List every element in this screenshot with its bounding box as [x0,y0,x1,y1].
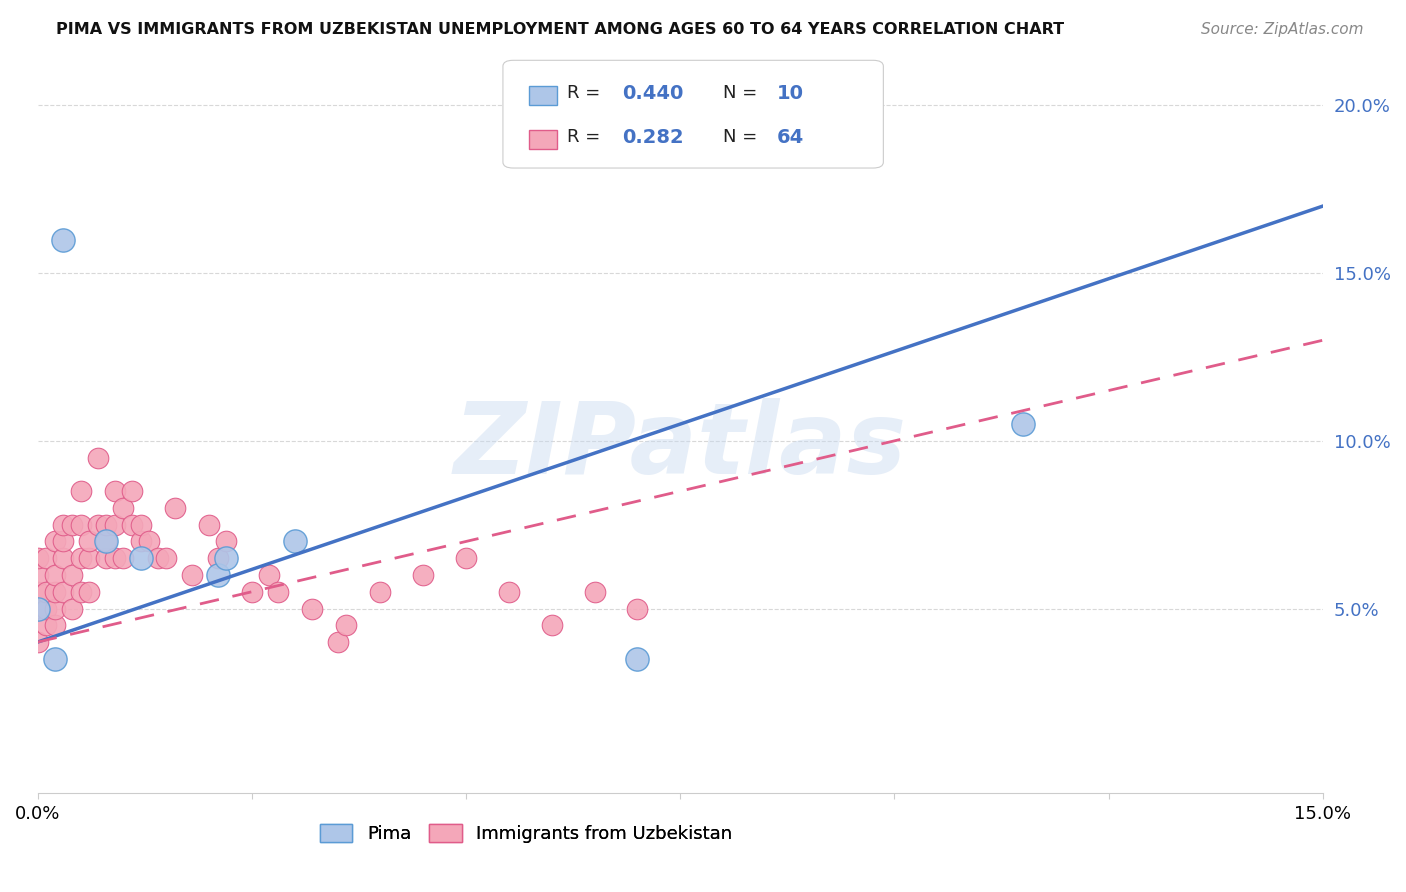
Point [301,601,323,615]
Point [104,517,127,532]
Text: N =: N = [723,84,762,103]
Point [77,584,100,599]
Point [540,618,562,632]
Point [112,551,135,566]
FancyBboxPatch shape [529,86,557,105]
Point [27,635,49,649]
Text: Source: ZipAtlas.com: Source: ZipAtlas.com [1201,22,1364,37]
Point [163,500,186,515]
Point [77,551,100,566]
Point [96,534,118,549]
Point [44,584,66,599]
Point [69,551,91,566]
Point [240,584,263,599]
Point [69,584,91,599]
Point [44,568,66,582]
Point [257,568,280,582]
Point [44,534,66,549]
Point [207,568,229,582]
Text: N =: N = [723,128,762,146]
Point [284,534,307,549]
Text: 10: 10 [776,84,804,103]
Legend: Pima, Immigrants from Uzbekistan: Pima, Immigrants from Uzbekistan [312,817,740,850]
Point [1012,417,1035,431]
Point [44,601,66,615]
Point [86,517,108,532]
Point [104,484,127,499]
FancyBboxPatch shape [503,61,883,168]
Point [96,517,118,532]
Point [69,484,91,499]
Point [129,517,152,532]
Point [60,517,83,532]
Text: R =: R = [567,84,606,103]
Point [112,500,135,515]
Point [52,584,75,599]
Point [86,450,108,465]
Point [27,568,49,582]
Text: R =: R = [567,128,606,146]
Point [155,551,177,566]
Point [454,551,477,566]
Point [52,534,75,549]
Point [626,652,648,666]
Point [60,568,83,582]
Point [498,584,520,599]
Point [138,534,160,549]
Point [146,551,169,566]
Point [52,551,75,566]
Point [215,534,238,549]
Text: 64: 64 [776,128,804,147]
Point [626,601,648,615]
Point [44,618,66,632]
Point [27,601,49,615]
Text: 0.440: 0.440 [623,84,683,103]
Point [180,568,202,582]
Point [326,635,349,649]
Point [96,534,118,549]
Point [129,551,152,566]
Text: ZIPatlas: ZIPatlas [454,398,907,495]
Point [27,584,49,599]
Point [121,484,143,499]
Point [35,618,58,632]
Point [96,551,118,566]
Point [121,517,143,532]
Point [35,601,58,615]
Point [412,568,434,582]
Point [44,652,66,666]
Point [35,584,58,599]
Point [52,517,75,532]
Point [27,551,49,566]
Text: PIMA VS IMMIGRANTS FROM UZBEKISTAN UNEMPLOYMENT AMONG AGES 60 TO 64 YEARS CORREL: PIMA VS IMMIGRANTS FROM UZBEKISTAN UNEMP… [56,22,1064,37]
Point [370,584,392,599]
Point [104,551,127,566]
Point [198,517,221,532]
Point [129,534,152,549]
Point [27,601,49,615]
Point [266,584,288,599]
Point [69,517,91,532]
FancyBboxPatch shape [529,129,557,149]
Point [335,618,357,632]
Point [77,534,100,549]
Point [207,551,229,566]
Point [583,584,606,599]
Point [60,601,83,615]
Point [35,551,58,566]
Point [215,551,238,566]
Point [52,233,75,247]
Text: 0.282: 0.282 [623,128,685,147]
